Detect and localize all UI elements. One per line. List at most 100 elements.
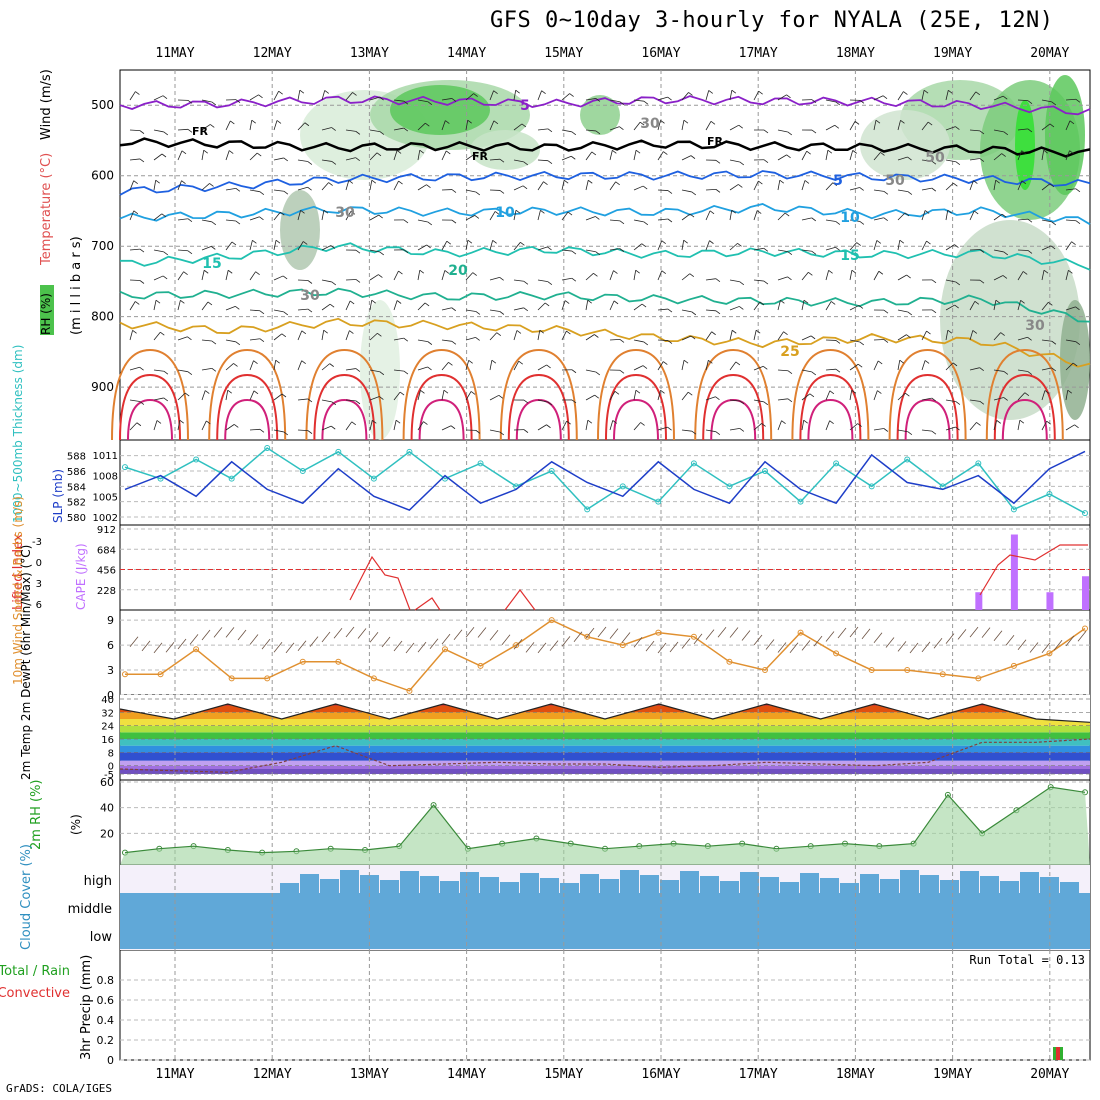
- wind-barb: [993, 213, 1003, 221]
- wind-barb: [849, 121, 856, 131]
- wind-barb: [371, 299, 376, 304]
- wind-barb: [441, 339, 452, 342]
- wind-barb: [873, 271, 880, 281]
- wind-barb: [979, 249, 985, 253]
- wind-barb: [851, 269, 857, 274]
- wind-barb: [179, 419, 185, 424]
- wind-barb: [566, 420, 571, 425]
- contour-label: 15: [202, 256, 221, 272]
- cape-bar: [1010, 534, 1018, 610]
- wind-barb: [777, 94, 787, 101]
- wind-barb: [633, 365, 644, 371]
- wind-barb: [561, 129, 572, 133]
- wind-barb: [619, 339, 625, 343]
- wind-barb: [156, 420, 162, 424]
- wind-barb: [897, 309, 908, 313]
- wind-barb: [297, 279, 309, 281]
- wind-barb: [441, 120, 446, 131]
- date-label: 17MAY: [738, 46, 778, 61]
- wind-barb: [681, 189, 692, 193]
- wind-barb: [513, 361, 520, 371]
- wind-barb: [155, 179, 160, 184]
- rh-tick-label: 60: [100, 776, 114, 789]
- wind-barb: [129, 279, 141, 281]
- wind-barb: [643, 341, 649, 346]
- wind-barb: [926, 330, 931, 335]
- isotherm-loop: [702, 373, 765, 441]
- panel-frame-thick: [119, 439, 1091, 526]
- wind-barb: [900, 119, 905, 124]
- wind-barb: [825, 246, 836, 251]
- isotherm-line: [119, 170, 1091, 196]
- wind-barb: [931, 187, 937, 192]
- wind-barb: [801, 369, 812, 373]
- thickness-point: [548, 468, 555, 474]
- wind-barb: [801, 335, 812, 341]
- wind-barb: [786, 154, 791, 159]
- wind-barb: [873, 95, 884, 101]
- wind-barb: [1003, 131, 1009, 136]
- wind-barb: [619, 369, 625, 374]
- wind-barb: [419, 269, 425, 274]
- li-line: [349, 544, 1088, 611]
- wind-barb: [231, 241, 237, 246]
- wind-speed-point: [797, 629, 804, 636]
- wind-barb: [135, 301, 140, 305]
- 10m-wind-barb: [525, 642, 535, 653]
- wind-barb: [1041, 123, 1051, 131]
- cloud-high-bar: [680, 871, 699, 893]
- wind-barb: [259, 338, 265, 343]
- thickness-tick-label: 588: [67, 452, 86, 463]
- wind-barb: [129, 366, 140, 371]
- rh-shading: [470, 130, 540, 170]
- wind-label: Wind (m/s): [39, 69, 54, 140]
- thickness-point: [690, 460, 697, 467]
- isotherm-loop: [605, 373, 667, 441]
- wind-barb: [489, 211, 496, 221]
- wind-barb: [801, 249, 812, 252]
- wind-barb: [249, 271, 256, 281]
- cloud-high-bar: [1000, 881, 1019, 893]
- wind-barb: [835, 246, 840, 251]
- wind-barb: [585, 249, 596, 253]
- wind-barb: [475, 191, 481, 196]
- cape-bar: [1082, 576, 1089, 610]
- wind-barb: [690, 155, 696, 159]
- wind-barb: [609, 126, 620, 131]
- pressure-tick-label: 600: [91, 169, 114, 183]
- cape-tick-label: 456: [97, 566, 116, 577]
- wind-barb: [329, 363, 334, 367]
- wind-tick-label: 9: [107, 614, 114, 627]
- wind-barb: [489, 309, 500, 312]
- temp-color-band: [120, 719, 1090, 726]
- wind-barb: [849, 363, 859, 371]
- wind-barb: [921, 187, 932, 191]
- wind-barb: [297, 159, 308, 162]
- contour-label: 5: [833, 173, 843, 189]
- wind-barb: [633, 243, 643, 251]
- wind-barb: [1041, 150, 1045, 161]
- wind-barb: [345, 330, 350, 341]
- wind-barb: [537, 159, 549, 162]
- wind-barb: [705, 210, 711, 221]
- wind-barb: [709, 210, 715, 215]
- 10m-wind-barb: [501, 634, 511, 645]
- wind-barb: [1027, 250, 1033, 254]
- wind-barb: [897, 120, 901, 131]
- wind-barb: [585, 180, 589, 191]
- wind-barb: [177, 271, 184, 281]
- wind-barb: [1017, 218, 1028, 221]
- panel-frame-cape: [119, 524, 1091, 611]
- wind10m-label: 10m Wind Speed & Barbs (m/s): [11, 496, 25, 685]
- wind-barb: [523, 161, 529, 166]
- wind-barb: [993, 275, 1004, 281]
- wind-barb: [543, 181, 548, 185]
- wind-barb: [777, 180, 781, 191]
- cape-tick-label: 684: [97, 545, 116, 556]
- contour-label: 50: [925, 150, 945, 166]
- wind-barb: [499, 158, 505, 163]
- wind-barb: [897, 429, 908, 433]
- 10m-wind-barb: [849, 626, 859, 638]
- thickness-label: 1000~500mb Thickness (dm): [11, 345, 25, 523]
- wind-barb: [465, 309, 476, 312]
